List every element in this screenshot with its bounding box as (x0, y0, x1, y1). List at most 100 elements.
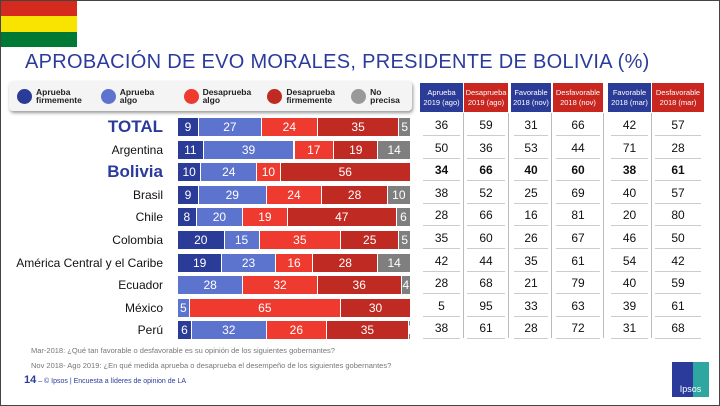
table-cell: 36 (423, 114, 460, 136)
bar-segment: 35 (327, 321, 409, 340)
legend-swatch (100, 88, 116, 104)
table-cell: 68 (655, 317, 701, 340)
footer: 14 – © Ipsos | Encuesta a líderes de opi… (24, 374, 187, 386)
legend-item: Desaprueba algo (183, 88, 258, 104)
bar-segment: 6 (178, 321, 192, 340)
table-cell: 59 (655, 272, 701, 295)
table-cell: 81 (556, 204, 600, 227)
table-cell: 66 (467, 159, 505, 182)
legend-label: Desaprueba firmemente (286, 87, 336, 105)
table-cell: 40 (611, 182, 648, 204)
bar-segment: 24 (266, 185, 323, 204)
bar-segment: 11 (178, 140, 204, 159)
legend: Aprueba firmemente Aprueba algo Desaprueba… (9, 81, 412, 111)
legend-item: Aprueba algo (100, 88, 168, 104)
bar-segment: 5 (399, 231, 411, 249)
row-label: Colombia (112, 233, 163, 247)
bar-segment: 19 (178, 253, 223, 272)
table-cell: 35 (423, 227, 460, 249)
note-mar-2018: Mar-2018: ¿Qué tan favorable o desfavora… (31, 346, 335, 355)
row-label: América Central y el Caribe (16, 255, 163, 270)
row-label: Bolivia (107, 162, 163, 182)
table-cell: 59 (467, 114, 505, 136)
bar-segment: 16 (275, 253, 314, 272)
table-cell: 42 (423, 250, 460, 272)
table-header: Desaprueba 2019 (ago) (464, 83, 508, 112)
column-divider (603, 113, 604, 338)
table-cell: 95 (467, 295, 505, 317)
table-cell: 31 (611, 317, 648, 340)
table-cell: 39 (611, 295, 648, 317)
table-cell: 5 (423, 295, 460, 317)
table-cell: 42 (655, 250, 701, 272)
table-cell: 50 (423, 137, 460, 159)
table-cell: 54 (611, 250, 648, 272)
footer-text: © Ipsos | Encuesta a líderes de opinion … (44, 378, 187, 385)
table-cell: 42 (611, 114, 648, 136)
table-cell: 68 (467, 272, 505, 295)
column-divider (651, 113, 652, 338)
bar-segment: 39 (203, 140, 295, 159)
bar-segment: 26 (266, 321, 328, 340)
row-label: Chile (135, 210, 163, 225)
table-cell: 57 (655, 114, 701, 136)
bar-segment: 28 (313, 253, 379, 272)
bar-segment: 14 (378, 140, 411, 159)
table-cell: 63 (556, 295, 600, 317)
bar-segment: 56 (280, 163, 411, 182)
bar-segment: 8 (178, 208, 197, 227)
bar-segment: 10 (387, 185, 411, 204)
bar-segment: 30 (341, 298, 411, 317)
legend-swatch (17, 88, 32, 104)
bar-segment: 23 (222, 253, 276, 272)
table-cell: 28 (655, 137, 701, 159)
table-header: Desfavorable 2018 (nov) (553, 83, 603, 112)
bar-segment: 32 (191, 321, 267, 340)
table-cell: 60 (467, 227, 505, 249)
bar-segment: 1 (408, 321, 411, 340)
table-cell: 25 (514, 182, 548, 204)
table-cell: 28 (514, 317, 548, 340)
table-cell: 35 (514, 250, 548, 272)
table-cell: 69 (556, 182, 600, 204)
table-cell: 53 (514, 137, 548, 159)
table-cell: 44 (556, 137, 600, 159)
page-title: APROBACIÓN DE EVO MORALES, PRESIDENTE DE… (25, 51, 650, 73)
table-cell: 38 (611, 159, 648, 182)
legend-item: No precisa (351, 88, 408, 104)
table-cell: 80 (655, 204, 701, 227)
table-cell: 21 (514, 272, 548, 295)
note-nov-2018: Nov 2018- Ago 2019: ¿En qué medida aprue… (31, 361, 392, 370)
bar-segment: 28 (178, 276, 244, 295)
legend-swatch (351, 88, 367, 104)
bar-segment: 20 (196, 208, 244, 227)
table-cell: 67 (556, 227, 600, 249)
stacked-bar-chart: TOTAL 9 27 24 35 5 Argentina 11 39 17 19 14 Bolivia 1… (1, 1, 416, 341)
table-cell: 50 (655, 227, 701, 249)
bar-segment: 47 (287, 208, 397, 227)
table-cell: 72 (556, 317, 600, 340)
bar-segment: 25 (341, 231, 400, 249)
table-cell: 61 (655, 159, 701, 182)
table-cell: 60 (556, 159, 600, 182)
bar-segment: 35 (317, 118, 400, 136)
column-divider (508, 113, 509, 338)
legend-item: Desaprueba firmemente (267, 88, 341, 104)
row-label: Ecuador (118, 278, 163, 293)
legend-swatch (183, 88, 199, 104)
legend-item: Aprueba firmemente (17, 88, 91, 104)
table-header: Favorable 2018 (nov) (511, 83, 551, 112)
bar-segment: 29 (198, 185, 267, 204)
bar-segment: 9 (178, 118, 199, 136)
table-cell: 66 (556, 114, 600, 136)
table-cell: 26 (514, 227, 548, 249)
bar-segment: 14 (378, 253, 411, 272)
table-cell: 36 (467, 137, 505, 159)
row-label: México (124, 300, 163, 315)
table-cell: 52 (467, 182, 505, 204)
table-cell: 57 (655, 182, 701, 204)
row-label: TOTAL (107, 117, 163, 136)
table-header: Favorable 2018 (mar) (608, 83, 651, 112)
bar-segment: 32 (243, 276, 318, 295)
bar-segment: 4 (401, 276, 411, 295)
